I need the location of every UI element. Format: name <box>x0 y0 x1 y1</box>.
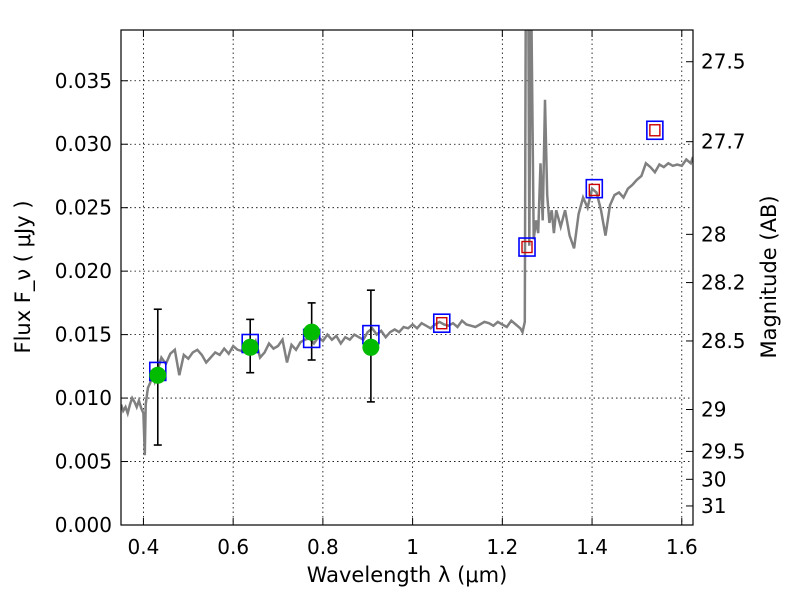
model-photometry <box>148 120 664 382</box>
y2-tick-label: 29.5 <box>701 439 746 463</box>
model-photometry-blue-square <box>432 313 451 333</box>
x-tick-label: 1 <box>406 535 419 559</box>
x-tick-label: 1.6 <box>666 535 698 559</box>
y2-tick-label: 27.7 <box>701 130 746 154</box>
model-photometry-blue-square <box>585 178 604 199</box>
model-photometry-red-square <box>588 183 601 197</box>
y-axis: 0.000 0.005 0.010 0.015 0.020 0.025 0.030 0.035 <box>55 69 128 537</box>
model-spectrum <box>121 30 693 456</box>
y2-tick-label: 30 <box>701 467 726 491</box>
x-tick-label: 0.8 <box>307 535 339 559</box>
x-tick-label: 0.4 <box>128 535 160 559</box>
observed-point <box>303 323 321 341</box>
observed-point <box>362 338 380 356</box>
y-tick-label: 0.015 <box>55 323 112 347</box>
y2-tick-label: 28.2 <box>701 271 746 295</box>
x-axis: 0.4 0.6 0.8 1 1.2 1.4 1.6 <box>128 30 698 559</box>
y2-axis-title: Magnitude (AB) <box>757 195 781 358</box>
y-tick-label: 0.030 <box>55 132 112 156</box>
model-photometry-red-square <box>521 240 533 254</box>
y2-axis: 27.5 27.7 28 28.2 28.5 29 29.5 30 31 <box>686 50 746 518</box>
y2-tick-label: 28 <box>701 222 726 246</box>
y-axis-title: Flux F_ν ( μJy ) <box>11 200 36 353</box>
plot-frame <box>120 29 694 526</box>
spectrum-line <box>121 30 693 456</box>
error-bars <box>153 289 375 446</box>
y2-tick-label: 29 <box>701 398 726 422</box>
y2-tick-label: 31 <box>701 494 726 518</box>
y-tick-label: 0.035 <box>55 69 112 93</box>
observed-point <box>241 338 259 356</box>
x-tick-label: 0.6 <box>217 535 249 559</box>
y-tick-label: 0.010 <box>55 386 112 410</box>
model-photometry-red-square <box>436 316 448 330</box>
y2-tick-label: 27.5 <box>701 50 746 74</box>
x-axis-title: Wavelength λ (μm) <box>307 563 508 587</box>
y-tick-label: 0.020 <box>55 259 112 283</box>
model-photometry-blue-square <box>646 120 664 141</box>
y-tick-label: 0.025 <box>55 196 112 220</box>
model-photometry-blue-square <box>518 237 536 257</box>
model-photometry-red-square <box>649 124 661 137</box>
observed-point <box>149 366 167 384</box>
y-tick-label: 0.005 <box>55 450 112 474</box>
x-tick-label: 1.2 <box>486 535 518 559</box>
y-tick-label: 0.000 <box>55 513 112 537</box>
y2-tick-label: 28.5 <box>701 329 746 353</box>
x-tick-label: 1.4 <box>576 535 608 559</box>
observed-photometry <box>149 323 380 384</box>
grid <box>121 30 693 526</box>
